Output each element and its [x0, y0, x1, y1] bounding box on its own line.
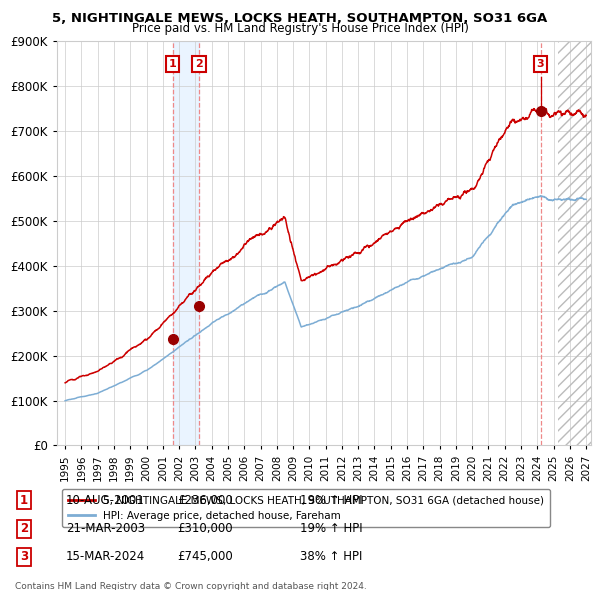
Text: 21-MAR-2003: 21-MAR-2003: [66, 522, 145, 535]
Text: 2: 2: [195, 59, 203, 69]
Text: 2: 2: [20, 522, 28, 535]
Text: 5, NIGHTINGALE MEWS, LOCKS HEATH, SOUTHAMPTON, SO31 6GA: 5, NIGHTINGALE MEWS, LOCKS HEATH, SOUTHA…: [52, 12, 548, 25]
Legend: 5, NIGHTINGALE MEWS, LOCKS HEATH, SOUTHAMPTON, SO31 6GA (detached house), HPI: A: 5, NIGHTINGALE MEWS, LOCKS HEATH, SOUTHA…: [62, 489, 550, 527]
Bar: [173, 41, 199, 445]
Text: 15-MAR-2024: 15-MAR-2024: [66, 550, 145, 563]
Text: £236,000: £236,000: [177, 494, 233, 507]
Text: 1: 1: [20, 494, 28, 507]
Text: 19% ↑ HPI: 19% ↑ HPI: [300, 494, 362, 507]
Text: £310,000: £310,000: [177, 522, 233, 535]
Text: £745,000: £745,000: [177, 550, 233, 563]
Text: Price paid vs. HM Land Registry's House Price Index (HPI): Price paid vs. HM Land Registry's House …: [131, 22, 469, 35]
Bar: [559, 41, 591, 445]
Text: 10-AUG-2001: 10-AUG-2001: [66, 494, 145, 507]
Text: 3: 3: [20, 550, 28, 563]
Text: 19% ↑ HPI: 19% ↑ HPI: [300, 522, 362, 535]
Text: 3: 3: [537, 59, 544, 69]
Text: 38% ↑ HPI: 38% ↑ HPI: [300, 550, 362, 563]
Text: Contains HM Land Registry data © Crown copyright and database right 2024.: Contains HM Land Registry data © Crown c…: [15, 582, 367, 590]
Text: 1: 1: [169, 59, 176, 69]
